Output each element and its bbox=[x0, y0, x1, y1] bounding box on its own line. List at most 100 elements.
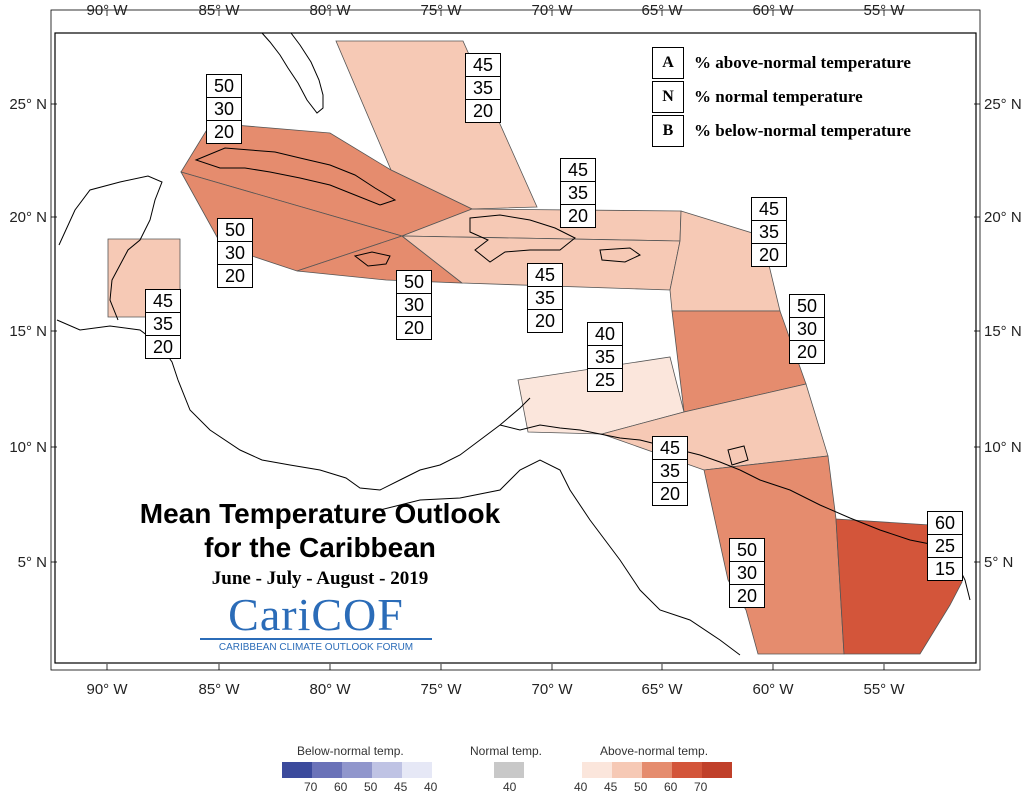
legend-swatch-below bbox=[312, 762, 342, 778]
longitude-label-top: 55° W bbox=[863, 2, 905, 19]
axis-ticks: 90° W 90° W 85° W 85° W 80° W 80° W 75° W 75° W… bbox=[9, 2, 1021, 698]
prob-normal: 30 bbox=[790, 317, 824, 340]
longitude-label-bottom: 80° W bbox=[309, 681, 351, 698]
legend-swatch-above bbox=[582, 762, 612, 778]
latitude-label-left: 15° N bbox=[9, 323, 47, 340]
prob-normal: 35 bbox=[528, 286, 562, 309]
latitude-label-left: 5° N bbox=[18, 554, 47, 571]
legend-swatch-above bbox=[672, 762, 702, 778]
prob-above: 45 bbox=[534, 265, 556, 285]
prob-box-guyana: 50 30 20 bbox=[729, 538, 765, 608]
prob-normal: 30 bbox=[218, 241, 252, 264]
prob-below: 20 bbox=[397, 316, 431, 339]
longitude-label-bottom: 65° W bbox=[641, 681, 683, 698]
longitude-label-top: 80° W bbox=[309, 2, 351, 19]
key-text-above: % above-normal temperature bbox=[694, 53, 911, 72]
prob-below: 20 bbox=[790, 340, 824, 363]
prob-below: 25 bbox=[588, 368, 622, 391]
legend-swatch-below bbox=[282, 762, 312, 778]
prob-above: 50 bbox=[224, 220, 246, 240]
prob-above: 45 bbox=[758, 199, 780, 219]
prob-below: 20 bbox=[207, 120, 241, 143]
prob-above: 45 bbox=[152, 291, 174, 311]
prob-box-abc-islands: 40 35 25 bbox=[587, 322, 623, 392]
puerto-rico-island bbox=[599, 247, 641, 263]
longitude-label-top: 60° W bbox=[752, 2, 794, 19]
legend-swatch-normal bbox=[494, 762, 524, 778]
legend-tick-below: 45 bbox=[394, 780, 408, 794]
prob-above: 45 bbox=[567, 160, 589, 180]
prob-normal: 35 bbox=[653, 459, 687, 482]
prob-box-belize: 45 35 20 bbox=[145, 289, 181, 359]
prob-normal: 35 bbox=[146, 312, 180, 335]
caricof-logo: CariCOF CARIBBEAN CLIMATE OUTLOOK FORUM bbox=[200, 592, 432, 653]
prob-box-leeward: 45 35 20 bbox=[751, 197, 787, 267]
key-row-normal: N % normal temperature bbox=[652, 80, 911, 114]
legend-tick-below: 70 bbox=[304, 780, 318, 794]
longitude-label-bottom: 85° W bbox=[198, 681, 240, 698]
longitude-label-bottom: 70° W bbox=[531, 681, 573, 698]
map-title-line2: for the Caribbean bbox=[204, 532, 436, 563]
key-row-below: B % below-normal temperature bbox=[652, 114, 911, 148]
prob-above: 50 bbox=[796, 296, 818, 316]
latitude-label-right: 15° N bbox=[984, 323, 1022, 340]
legend-tick-below: 50 bbox=[364, 780, 378, 794]
zone-bahamas bbox=[335, 40, 538, 210]
prob-above: 50 bbox=[213, 76, 235, 96]
longitude-label-bottom: 55° W bbox=[863, 681, 905, 698]
prob-normal: 35 bbox=[561, 181, 595, 204]
key-row-above: A % above-normal temperature bbox=[652, 46, 911, 80]
legend-swatch-below bbox=[372, 762, 402, 778]
key-letter-normal: N bbox=[652, 81, 684, 113]
legend-swatch-above bbox=[642, 762, 672, 778]
prob-box-jamaica: 50 30 20 bbox=[396, 270, 432, 340]
latitude-label-right: 10° N bbox=[984, 439, 1022, 456]
colombia-coast bbox=[499, 424, 741, 471]
prob-below: 20 bbox=[752, 243, 786, 266]
hispaniola-island bbox=[469, 214, 576, 263]
prob-box-hispaniola-south: 45 35 20 bbox=[527, 263, 563, 333]
prob-above: 40 bbox=[594, 324, 616, 344]
prob-below: 20 bbox=[561, 204, 595, 227]
trinidad-island bbox=[727, 445, 749, 466]
prob-box-cuba: 50 30 20 bbox=[206, 74, 242, 144]
logo-subtitle: CARIBBEAN CLIMATE OUTLOOK FORUM bbox=[200, 638, 432, 653]
yucatan-coast bbox=[58, 175, 163, 321]
legend-above-title: Above-normal temp. bbox=[600, 744, 709, 758]
prob-below: 20 bbox=[653, 482, 687, 505]
prob-box-cayman: 50 30 20 bbox=[217, 218, 253, 288]
probability-key: A % above-normal temperature N % normal … bbox=[652, 46, 911, 148]
prob-above: 60 bbox=[934, 513, 956, 533]
longitude-label-top: 85° W bbox=[198, 2, 240, 19]
key-text-normal: % normal temperature bbox=[694, 87, 863, 106]
legend-normal-title: Normal temp. bbox=[470, 744, 543, 758]
legend-tick-below: 40 bbox=[424, 780, 438, 794]
map-season: June - July - August - 2019 bbox=[211, 568, 429, 589]
legend-below-title: Below-normal temp. bbox=[297, 744, 404, 758]
latitude-label-right: 5° N bbox=[984, 554, 1013, 571]
prob-above: 45 bbox=[659, 438, 681, 458]
map-title-block: Mean Temperature Outlook for the Caribbe… bbox=[95, 497, 545, 590]
prob-box-bahamas: 45 35 20 bbox=[465, 53, 501, 123]
prob-normal: 35 bbox=[752, 220, 786, 243]
prob-above: 50 bbox=[736, 540, 758, 560]
key-letter-above: A bbox=[652, 47, 684, 79]
key-letter-below: B bbox=[652, 115, 684, 147]
key-text-below: % below-normal temperature bbox=[694, 121, 911, 140]
prob-below: 20 bbox=[218, 264, 252, 287]
prob-above: 50 bbox=[403, 272, 425, 292]
longitude-label-bottom: 75° W bbox=[420, 681, 462, 698]
legend-tick-above: 60 bbox=[664, 780, 678, 794]
cuba-island bbox=[194, 147, 397, 206]
latitude-label-left: 25° N bbox=[9, 96, 47, 113]
latitude-label-right: 20° N bbox=[984, 209, 1022, 226]
legend-tick-normal: 40 bbox=[503, 780, 517, 794]
legend-tick-above: 40 bbox=[574, 780, 588, 794]
prob-box-trinidad: 45 35 20 bbox=[652, 436, 688, 506]
prob-normal: 25 bbox=[928, 534, 962, 557]
longitude-label-top: 75° W bbox=[420, 2, 462, 19]
prob-below: 15 bbox=[928, 557, 962, 580]
florida-coast bbox=[261, 32, 324, 114]
legend-swatch-below bbox=[342, 762, 372, 778]
legend-tick-above: 45 bbox=[604, 780, 618, 794]
